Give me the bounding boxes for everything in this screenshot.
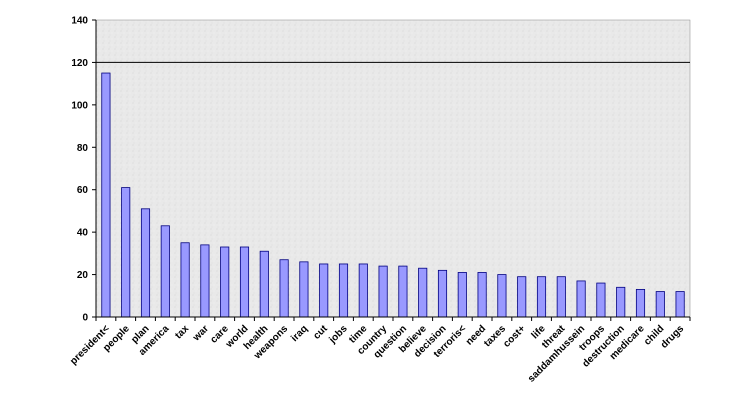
bar-15 bbox=[398, 265, 408, 318]
plot-area bbox=[95, 19, 691, 318]
bar-18 bbox=[457, 272, 467, 318]
y-tick-label: 120 bbox=[71, 58, 88, 69]
category-label-21: cost+ bbox=[501, 323, 528, 350]
bar-3 bbox=[160, 225, 170, 318]
bar-20 bbox=[497, 274, 507, 318]
bar-23 bbox=[556, 276, 566, 318]
bar-10 bbox=[299, 261, 309, 318]
bar-19 bbox=[477, 272, 487, 318]
bar-17 bbox=[437, 269, 448, 318]
y-tick-label: 80 bbox=[77, 143, 89, 154]
bar-5 bbox=[200, 244, 210, 318]
bar-11 bbox=[319, 263, 329, 318]
category-label-5: war bbox=[190, 323, 211, 344]
bar-13 bbox=[358, 263, 368, 318]
bar-26 bbox=[616, 286, 626, 318]
bar-12 bbox=[338, 263, 349, 318]
bar-24 bbox=[576, 280, 586, 318]
bar-25 bbox=[596, 282, 606, 318]
bar-7 bbox=[239, 246, 250, 318]
bar-6 bbox=[220, 246, 230, 318]
bar-4 bbox=[180, 242, 190, 318]
category-label-10: iraq bbox=[289, 323, 310, 344]
bar-27 bbox=[635, 289, 646, 318]
y-tick-label: 0 bbox=[82, 313, 88, 324]
category-label-29: drugs bbox=[659, 323, 687, 351]
y-tick-label: 40 bbox=[77, 228, 89, 239]
bar-0 bbox=[101, 72, 111, 318]
bar-28 bbox=[655, 291, 665, 318]
bar-29 bbox=[675, 291, 685, 318]
y-tick-label: 140 bbox=[71, 16, 88, 27]
bar-1 bbox=[121, 187, 131, 318]
bar-21 bbox=[517, 276, 527, 318]
bar-14 bbox=[378, 265, 388, 318]
bar-22 bbox=[536, 276, 547, 318]
y-tick-label: 60 bbox=[77, 185, 89, 196]
bar-2 bbox=[140, 208, 151, 318]
y-ticks-group: 0 20 40 60 80 100 120 140 bbox=[71, 16, 96, 324]
category-label-4: tax bbox=[173, 323, 191, 341]
bar-16 bbox=[418, 267, 428, 318]
bar-9 bbox=[279, 259, 289, 318]
bars-group bbox=[101, 72, 685, 318]
bar-8 bbox=[259, 250, 269, 318]
y-tick-label: 100 bbox=[71, 100, 88, 111]
y-tick-label: 20 bbox=[77, 270, 89, 281]
category-label-12: jobs bbox=[327, 323, 350, 346]
